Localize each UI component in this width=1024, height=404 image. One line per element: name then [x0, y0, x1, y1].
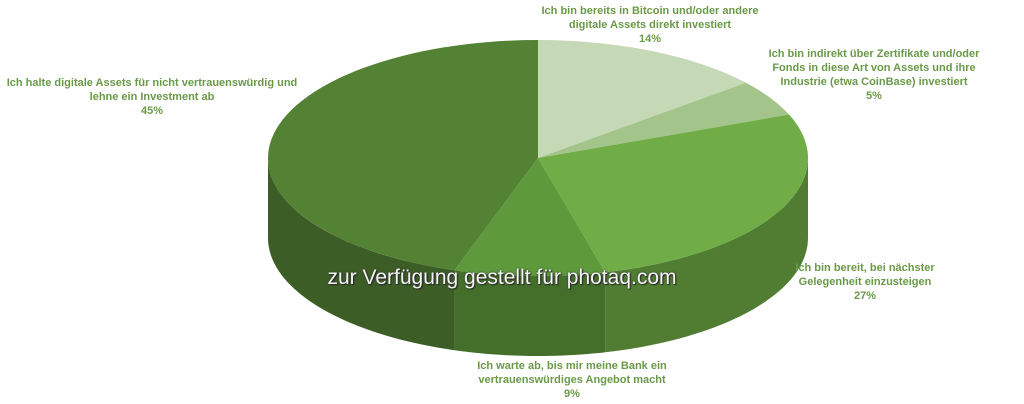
pie-slice-1 — [538, 82, 790, 158]
pie-slice-4 — [268, 40, 538, 271]
pie-slice-2 — [538, 114, 808, 273]
watermark: zur Verfügung gestellt für photaq.com — [327, 266, 677, 289]
pie-side-3 — [454, 270, 606, 356]
label-slice-2: Ich bin bereit, bei nächster Gelegenheit… — [795, 262, 935, 302]
label-slice-3: Ich warte ab, bis mir meine Bank ein ver… — [477, 360, 667, 400]
pie-slice-0 — [538, 40, 747, 158]
pie-side-2 — [605, 158, 808, 353]
pie-side-4 — [268, 158, 455, 351]
label-slice-0: Ich bin bereits in Bitcoin und/oder ande… — [541, 5, 759, 45]
label-slice-4: Ich halte digitale Assets für nicht vert… — [6, 77, 298, 117]
label-slice-1: Ich bin indirekt über Zertifikate und/od… — [768, 48, 980, 102]
pie-slice-3 — [454, 158, 606, 276]
